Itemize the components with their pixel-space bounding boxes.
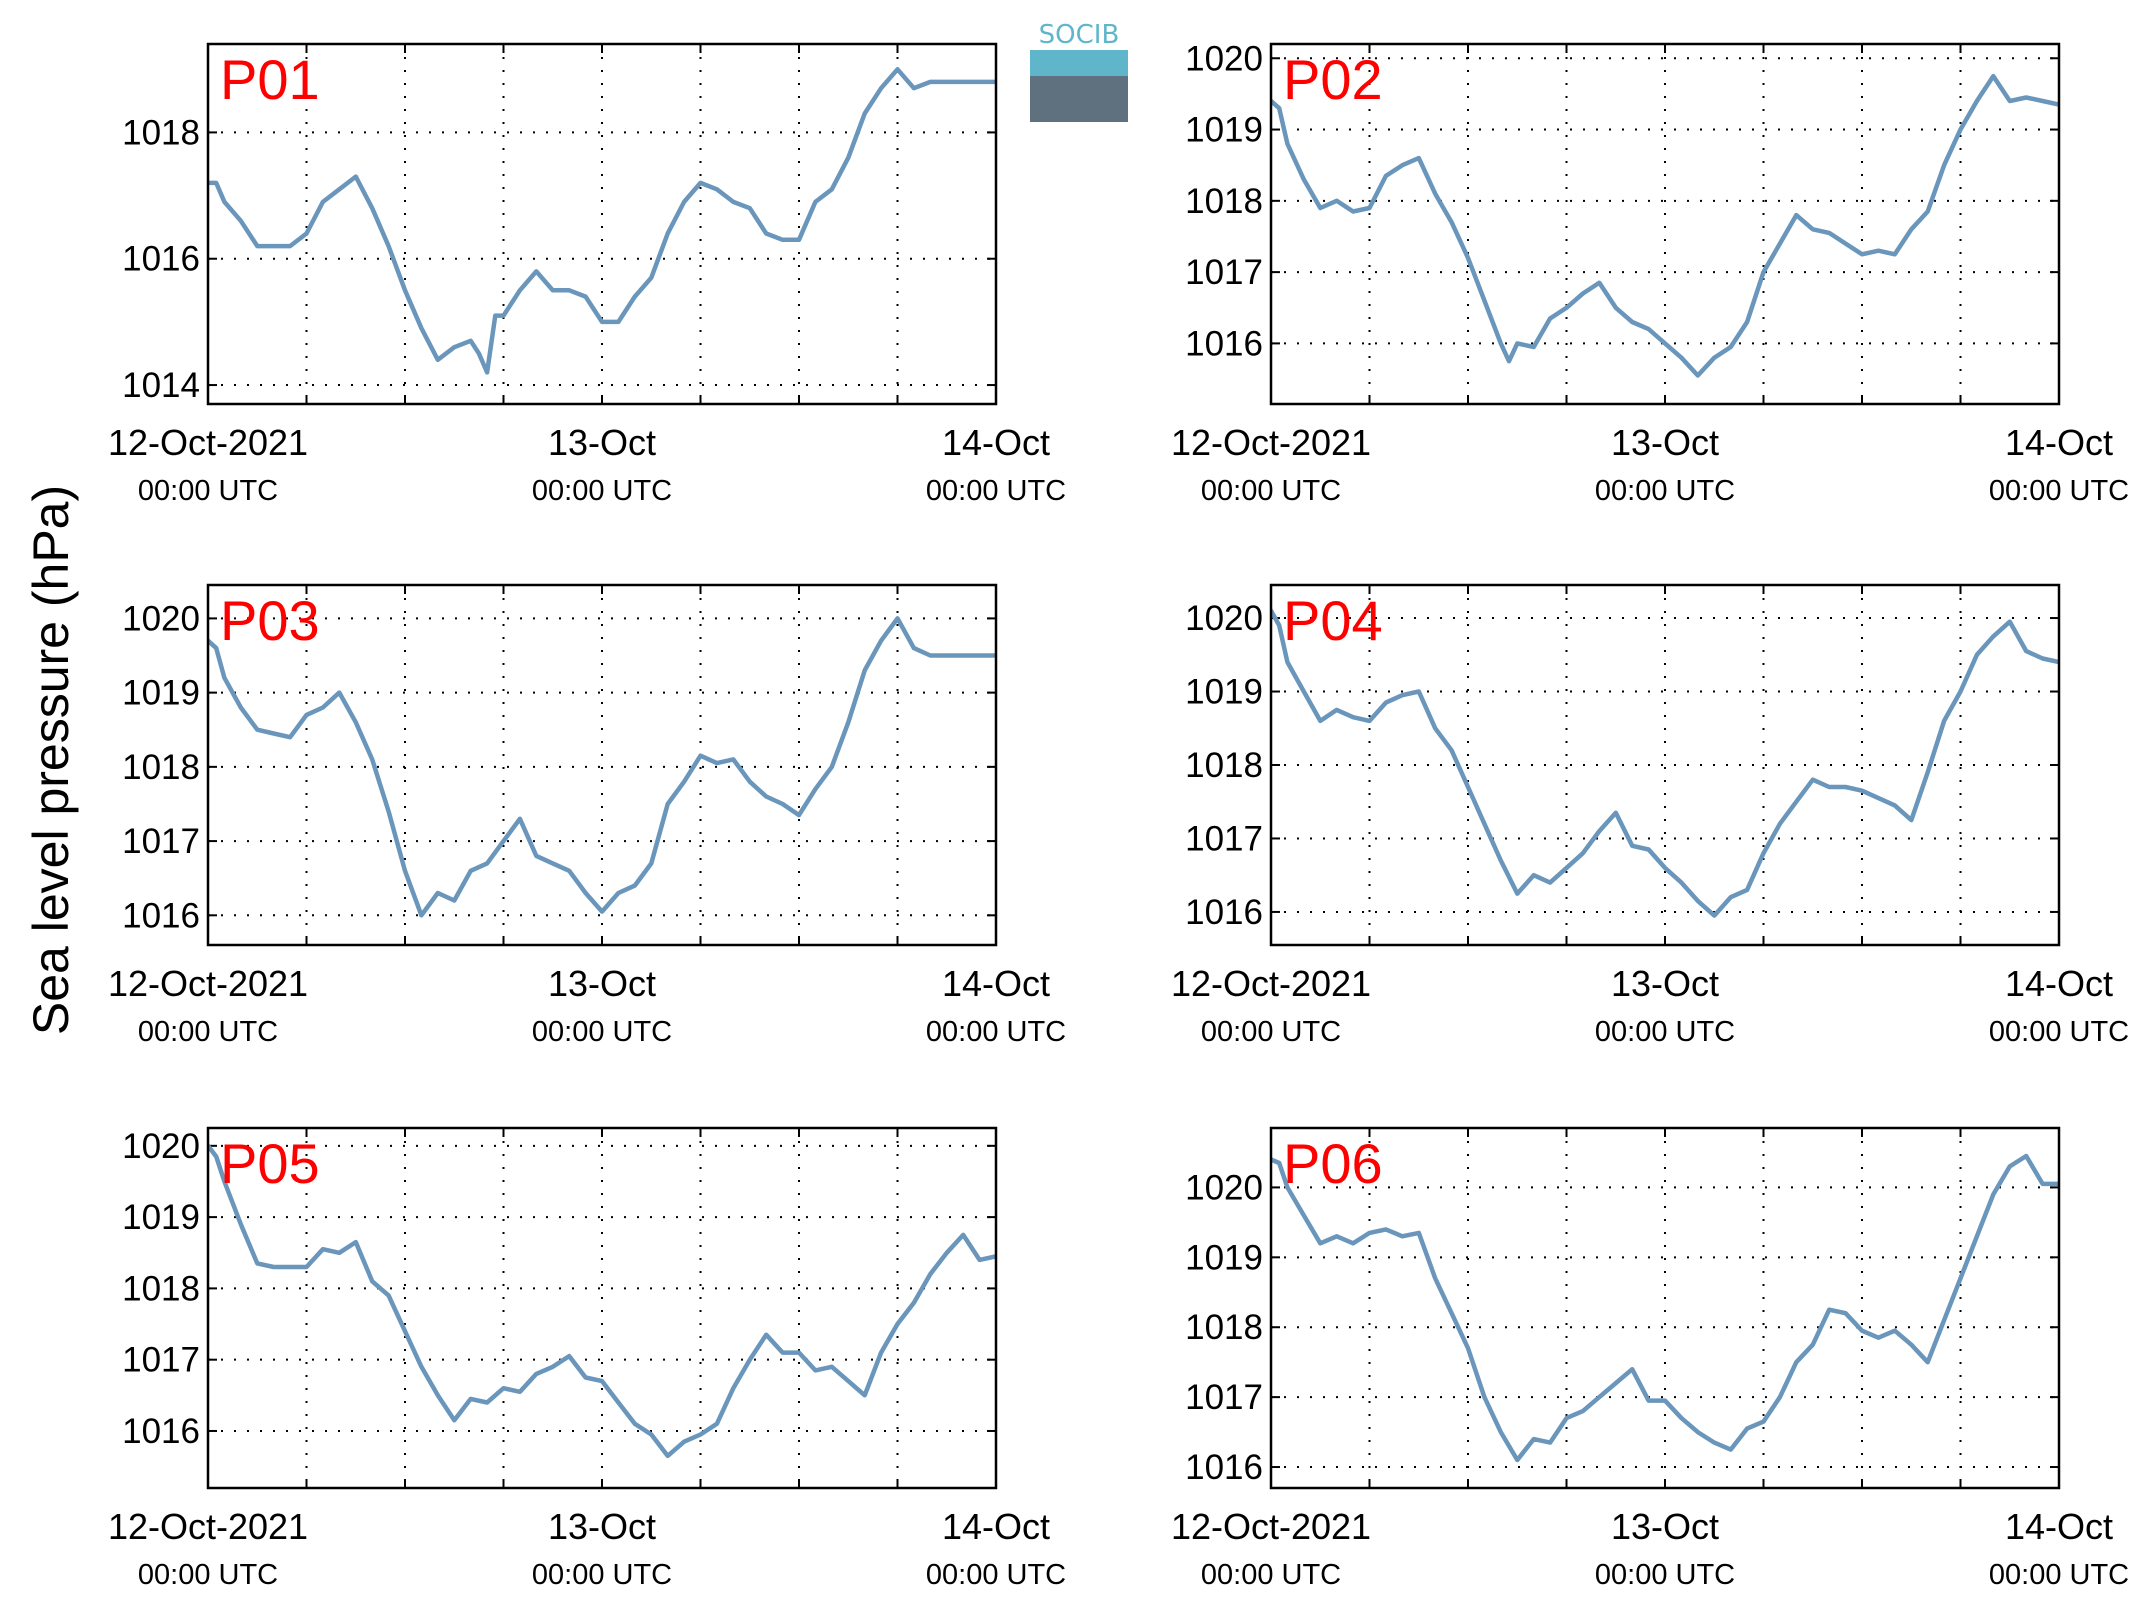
x-tick-label-time: 00:00 UTC bbox=[926, 475, 1066, 507]
series-line bbox=[1271, 1153, 2059, 1463]
x-tick-label-time: 00:00 UTC bbox=[1595, 475, 1735, 507]
y-tick-label: 1016 bbox=[1185, 324, 1263, 363]
x-tick-label-date: 13-Oct bbox=[1611, 1506, 1719, 1547]
y-tick-label: 1018 bbox=[122, 1269, 200, 1308]
y-tick-label: 1018 bbox=[122, 113, 200, 152]
y-tick-label: 1018 bbox=[122, 748, 200, 787]
x-tick-label-date: 12-Oct-2021 bbox=[108, 1506, 308, 1547]
x-tick-label-date: 13-Oct bbox=[548, 422, 656, 463]
axes-box bbox=[1269, 1126, 2061, 1490]
x-tick-label-time: 00:00 UTC bbox=[1989, 1016, 2129, 1048]
x-tick-label-date: 13-Oct bbox=[1611, 422, 1719, 463]
axes-box bbox=[206, 1126, 998, 1490]
y-tick-label: 1020 bbox=[1185, 599, 1263, 638]
panel-p01: 1014 1016 1018 12-Oct-2021 00:00 UTC 13-Oct 00… bbox=[108, 42, 1066, 507]
x-tick-label-time: 00:00 UTC bbox=[1595, 1016, 1735, 1048]
series-line bbox=[1271, 73, 2059, 378]
y-tick-label: 1017 bbox=[122, 822, 200, 861]
x-tick-label-time: 00:00 UTC bbox=[1201, 1016, 1341, 1048]
y-tick-label: 1017 bbox=[1185, 819, 1263, 858]
series-line bbox=[208, 67, 996, 375]
x-tick-label-time: 00:00 UTC bbox=[138, 1559, 278, 1591]
panel-label: P05 bbox=[220, 1132, 320, 1195]
axes-box bbox=[1269, 583, 2061, 947]
x-tick-label-time: 00:00 UTC bbox=[1201, 475, 1341, 507]
y-tick-label: 1018 bbox=[1185, 746, 1263, 785]
series-line bbox=[208, 616, 996, 918]
y-tick-label: 1020 bbox=[1185, 39, 1263, 78]
x-tick-label-date: 14-Oct bbox=[2005, 422, 2113, 463]
axes-box bbox=[1269, 42, 2061, 406]
panel-p04: 1016 1017 1018 1019 1020 12-Oct-2021 00:00 UTC… bbox=[1171, 583, 2129, 1048]
x-tick-label-date: 12-Oct-2021 bbox=[108, 422, 308, 463]
x-tick-label-date: 13-Oct bbox=[548, 963, 656, 1004]
y-tick-label: 1016 bbox=[122, 896, 200, 935]
socib-logo: SOCIB bbox=[1030, 20, 1128, 122]
x-tick-label-date: 13-Oct bbox=[548, 1506, 656, 1547]
y-tick-label: 1019 bbox=[1185, 111, 1263, 150]
x-tick-label-date: 12-Oct-2021 bbox=[1171, 963, 1371, 1004]
panel-label: P04 bbox=[1283, 589, 1383, 652]
y-tick-label: 1018 bbox=[1185, 182, 1263, 221]
panel-p03: 1016 1017 1018 1019 1020 12-Oct-2021 00:00 UTC… bbox=[108, 583, 1066, 1048]
x-tick-label-time: 00:00 UTC bbox=[138, 1016, 278, 1048]
x-tick-label-time: 00:00 UTC bbox=[1595, 1559, 1735, 1591]
y-tick-label: 1016 bbox=[1185, 893, 1263, 932]
y-tick-label: 1020 bbox=[122, 599, 200, 638]
x-tick-label-time: 00:00 UTC bbox=[926, 1016, 1066, 1048]
x-tick-label-time: 00:00 UTC bbox=[1989, 1559, 2129, 1591]
panel-p02: 1016 1017 1018 1019 1020 12-Oct-2021 00:00 UTC… bbox=[1171, 39, 2129, 507]
axes-box bbox=[206, 42, 998, 406]
x-tick-label-date: 14-Oct bbox=[942, 422, 1050, 463]
y-tick-label: 1020 bbox=[122, 1127, 200, 1166]
axes-box bbox=[206, 583, 998, 947]
x-tick-label-date: 12-Oct-2021 bbox=[1171, 1506, 1371, 1547]
y-tick-label: 1019 bbox=[122, 674, 200, 713]
panels: 1014 1016 1018 12-Oct-2021 00:00 UTC 13-Oct 00… bbox=[108, 39, 2129, 1591]
y-tick-label: 1019 bbox=[122, 1198, 200, 1237]
y-tick-label: 1019 bbox=[1185, 1238, 1263, 1277]
y-tick-label: 1016 bbox=[1185, 1448, 1263, 1487]
x-tick-label-time: 00:00 UTC bbox=[926, 1559, 1066, 1591]
x-tick-label-date: 14-Oct bbox=[2005, 963, 2113, 1004]
socib-logo-cap bbox=[1030, 50, 1128, 76]
y-tick-label: 1017 bbox=[1185, 253, 1263, 292]
x-tick-label-time: 00:00 UTC bbox=[138, 475, 278, 507]
x-tick-label-date: 12-Oct-2021 bbox=[1171, 422, 1371, 463]
y-tick-label: 1017 bbox=[1185, 1378, 1263, 1417]
x-tick-label-date: 13-Oct bbox=[1611, 963, 1719, 1004]
panel-label: P02 bbox=[1283, 48, 1383, 111]
socib-logo-text: SOCIB bbox=[1039, 20, 1120, 50]
series-line bbox=[1271, 608, 2059, 918]
x-tick-label-date: 14-Oct bbox=[942, 963, 1050, 1004]
x-tick-label-time: 00:00 UTC bbox=[1989, 475, 2129, 507]
panel-label: P03 bbox=[220, 589, 320, 652]
y-tick-label: 1016 bbox=[122, 240, 200, 279]
panel-label: P01 bbox=[220, 48, 320, 111]
y-tick-label: 1014 bbox=[122, 366, 200, 405]
y-tick-label: 1017 bbox=[122, 1341, 200, 1380]
panel-p06: 1016 1017 1018 1019 1020 12-Oct-2021 00:00 UTC… bbox=[1171, 1126, 2129, 1591]
y-tick-label: 1016 bbox=[122, 1412, 200, 1451]
x-tick-label-time: 00:00 UTC bbox=[532, 475, 672, 507]
series-line bbox=[208, 1143, 996, 1459]
y-tick-label: 1018 bbox=[1185, 1308, 1263, 1347]
x-tick-label-date: 14-Oct bbox=[942, 1506, 1050, 1547]
y-tick-label: 1019 bbox=[1185, 673, 1263, 712]
x-tick-label-time: 00:00 UTC bbox=[532, 1559, 672, 1591]
y-tick-label: 1020 bbox=[1185, 1168, 1263, 1207]
x-tick-label-date: 14-Oct bbox=[2005, 1506, 2113, 1547]
panel-p05: 1016 1017 1018 1019 1020 12-Oct-2021 00:00 UTC… bbox=[108, 1126, 1066, 1591]
x-tick-label-time: 00:00 UTC bbox=[532, 1016, 672, 1048]
x-tick-label-time: 00:00 UTC bbox=[1201, 1559, 1341, 1591]
x-tick-label-date: 12-Oct-2021 bbox=[108, 963, 308, 1004]
y-axis-label: Sea level pressure (hPa) bbox=[23, 485, 79, 1035]
panel-label: P06 bbox=[1283, 1132, 1383, 1195]
